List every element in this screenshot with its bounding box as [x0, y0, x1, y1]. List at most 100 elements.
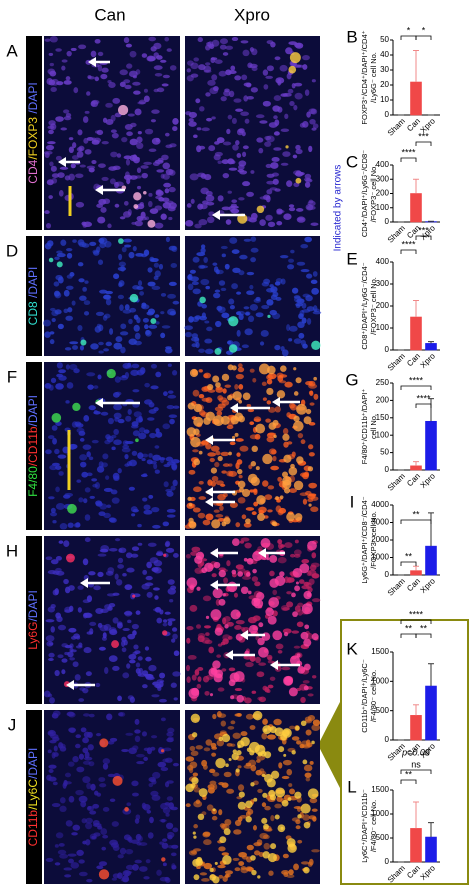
nucleus: [90, 50, 97, 58]
nucleus: [67, 522, 74, 528]
nucleus: [143, 95, 150, 103]
nucleus: [270, 815, 275, 822]
stained-cell: [258, 363, 270, 375]
stained-cell: [267, 615, 277, 625]
nucleus: [218, 782, 225, 786]
nucleus: [147, 308, 156, 315]
nucleus: [305, 178, 313, 183]
nucleus: [114, 203, 120, 208]
nucleus: [288, 783, 293, 787]
stained-cell: [117, 104, 129, 116]
nucleus: [269, 309, 277, 316]
stained-cell: [262, 725, 272, 735]
stained-cell: [237, 468, 243, 475]
nucleus: [166, 48, 172, 52]
nucleus: [172, 370, 178, 376]
nucleus: [137, 130, 142, 135]
stained-cell: [196, 586, 201, 591]
nucleus: [267, 221, 276, 228]
stained-cell: [190, 436, 201, 448]
stained-cell: [266, 557, 270, 561]
stained-cell: [256, 205, 265, 214]
nucleus: [186, 676, 191, 684]
nucleus: [118, 712, 124, 717]
nucleus: [102, 763, 109, 770]
nucleus: [244, 542, 252, 549]
nucleus: [63, 109, 70, 114]
nucleus: [50, 511, 58, 517]
nucleus: [215, 450, 221, 456]
nucleus: [244, 118, 250, 124]
panel-letter: D: [6, 241, 18, 260]
nucleus: [271, 157, 280, 162]
stained-cell: [218, 736, 223, 742]
nucleus: [148, 453, 153, 458]
nucleus: [270, 162, 279, 169]
nucleus: [68, 727, 77, 733]
nucleus: [69, 444, 76, 450]
nucleus: [84, 537, 91, 543]
nucleus: [300, 861, 310, 865]
nucleus: [290, 249, 295, 254]
nucleus: [54, 862, 61, 866]
nucleus: [89, 495, 95, 499]
nucleus: [162, 862, 167, 867]
nucleus: [272, 291, 279, 297]
nucleus: [303, 581, 310, 586]
nucleus: [144, 216, 150, 221]
nucleus: [84, 487, 91, 493]
nucleus: [83, 647, 92, 654]
nucleus: [47, 693, 53, 698]
nucleus: [126, 567, 135, 573]
stained-cell: [232, 391, 242, 401]
nucleus: [126, 63, 133, 69]
nucleus: [48, 768, 54, 774]
stained-cell: [193, 416, 204, 427]
nucleus: [60, 127, 67, 131]
stained-cell: [280, 365, 287, 372]
nucleus: [47, 749, 52, 754]
stained-cell: [220, 415, 230, 425]
stained-cell: [237, 801, 246, 810]
significance-label: ****: [409, 375, 424, 385]
nucleus: [154, 222, 164, 229]
nucleus: [241, 344, 249, 349]
nucleus: [105, 341, 112, 347]
arrow-head: [88, 57, 96, 67]
nucleus: [54, 448, 60, 455]
nucleus: [284, 576, 290, 584]
y-axis-label: /FOXP3⁻ cell No.: [369, 277, 378, 335]
nucleus: [128, 318, 133, 325]
nucleus: [82, 558, 89, 566]
nucleus: [209, 457, 215, 463]
nucleus: [210, 742, 217, 749]
nucleus: [198, 480, 204, 485]
nucleus: [135, 253, 144, 257]
nucleus: [205, 201, 215, 206]
nucleus: [156, 189, 163, 195]
nucleus: [57, 323, 64, 330]
stained-cell: [296, 456, 304, 464]
nucleus: [267, 509, 273, 513]
nucleus: [119, 216, 126, 220]
nucleus: [65, 76, 71, 81]
nucleus: [259, 219, 266, 226]
nucleus: [245, 866, 253, 872]
stained-cell: [214, 861, 218, 865]
nucleus: [113, 439, 122, 446]
nucleus: [136, 185, 142, 190]
nucleus: [110, 489, 118, 495]
stained-cell: [224, 624, 229, 629]
nucleus: [127, 362, 132, 368]
nucleus: [150, 257, 159, 263]
nucleus: [190, 750, 199, 757]
stained-cell: [214, 627, 223, 636]
stained-cell: [230, 695, 235, 700]
stain-part: /FOXP3: [26, 117, 40, 160]
nucleus: [54, 588, 59, 596]
nucleus: [49, 36, 58, 43]
nucleus: [305, 729, 312, 736]
nucleus: [156, 869, 162, 876]
nucleus: [229, 501, 238, 508]
nucleus: [139, 291, 145, 296]
